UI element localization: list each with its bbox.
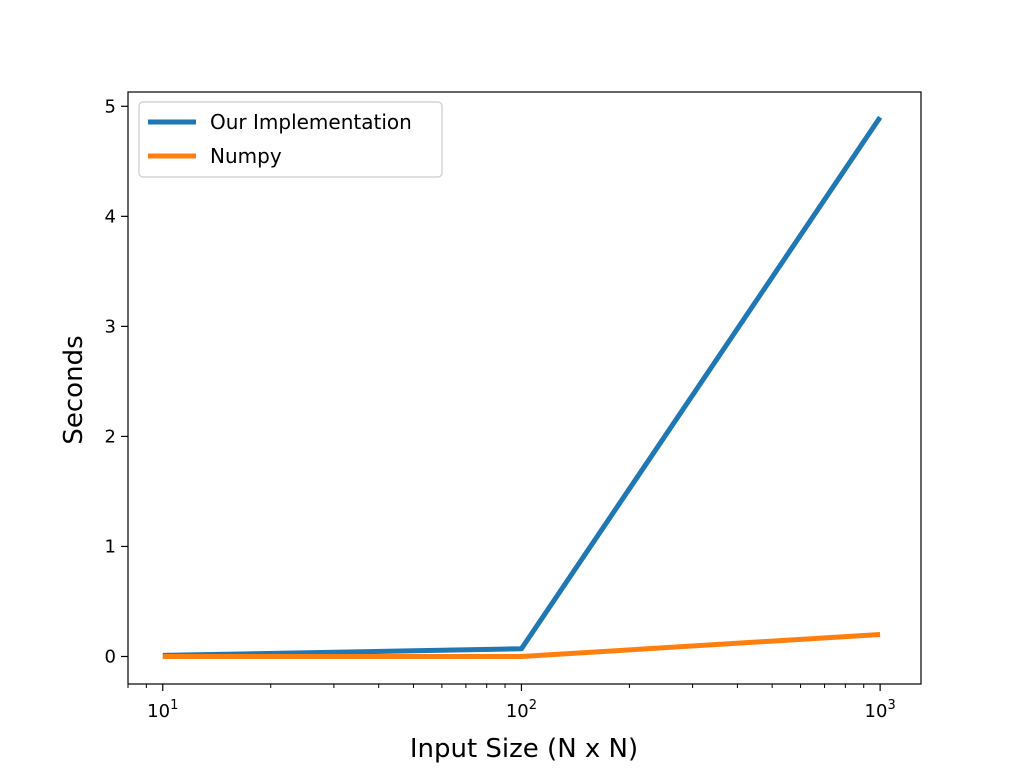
legend: Our Implementation Numpy [138, 101, 443, 178]
y-tick-label: 1 [105, 536, 116, 557]
x-tick-label: 101 [147, 698, 178, 722]
series-lines [162, 115, 883, 659]
y-tick-label: 2 [105, 426, 116, 447]
legend-box [138, 101, 443, 178]
x-tick-label: 103 [865, 698, 896, 722]
x-major-ticks: 101 102 103 [147, 684, 896, 722]
plot-area [128, 92, 921, 684]
y-tick-label: 4 [105, 206, 116, 227]
plot-frame [127, 91, 922, 685]
legend-label-our-implementation: Our Implementation [210, 110, 412, 134]
y-axis-label: Seconds [59, 335, 89, 444]
series-line-our-implementation [162, 115, 883, 658]
y-tick-label: 3 [105, 316, 116, 337]
legend-label-numpy: Numpy [210, 144, 282, 168]
x-minor-ticks [127, 684, 865, 688]
series-line-numpy [162, 632, 881, 659]
y-tick-label: 0 [105, 646, 116, 667]
x-tick-label: 102 [506, 698, 537, 722]
y-ticks: 0 1 2 3 4 5 [105, 96, 128, 667]
y-tick-label: 5 [105, 96, 116, 117]
x-axis-label: Input Size (N x N) [410, 734, 638, 764]
